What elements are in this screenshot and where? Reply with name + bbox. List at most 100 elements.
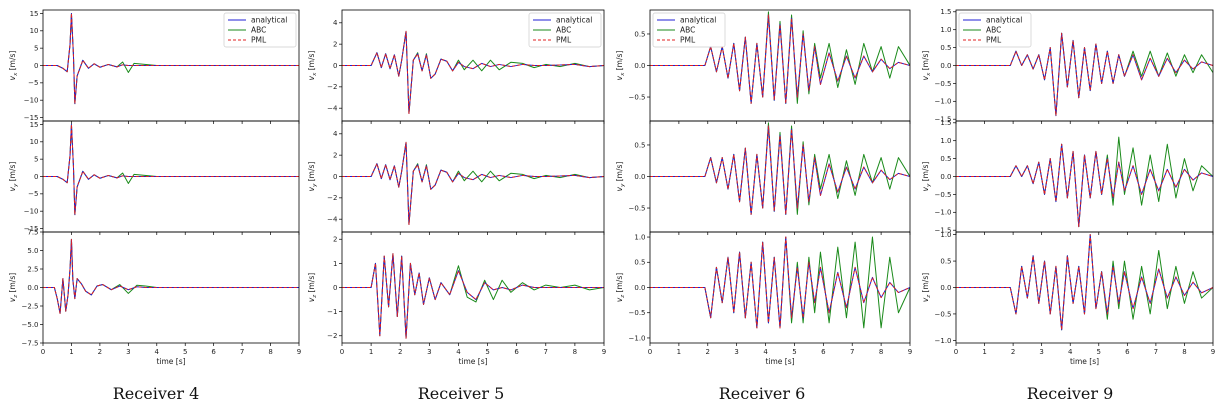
y-tick-label: −5 (28, 190, 38, 198)
series-pml (342, 253, 604, 339)
y-tick-label: −1.5 (935, 116, 952, 124)
y-tick-label: −1.0 (935, 337, 952, 345)
series-abc (43, 123, 299, 216)
legend-box (958, 12, 1032, 48)
y-axis-label: vx [m/s] (615, 51, 626, 81)
x-tick-label: 0 (954, 348, 958, 356)
x-tick-label: 8 (268, 348, 272, 356)
y-axis-label: vy [m/s] (8, 162, 19, 192)
x-tick-label: 4 (1068, 348, 1073, 356)
series-pml (43, 12, 299, 105)
y-tick-label: −4 (327, 216, 338, 224)
y-tick-label: 0.5 (940, 257, 951, 265)
legend-label-pml: PML (680, 36, 696, 45)
legend-label-analytical: analytical (986, 16, 1022, 25)
x-tick-label: 8 (879, 348, 883, 356)
legend-label-pml: PML (556, 36, 572, 45)
chart-receiver-3: −1.5 −1.0 −0.5 0.0 0.5 1.0 1.5 vx [m/s] analytic… (921, 8, 1215, 366)
x-tick-label: 7 (850, 348, 854, 356)
y-tick-label: 0.0 (634, 284, 645, 292)
x-tick-label: 9 (908, 348, 912, 356)
y-tick-label: 2 (333, 41, 337, 49)
series-pml (342, 141, 604, 226)
series-pml (956, 143, 1213, 228)
series-analytical (43, 123, 299, 216)
panel-vy: −0.5 0.0 0.5 vy [m/s] (615, 120, 911, 235)
y-tick-label: 1.5 (940, 8, 951, 16)
y-tick-label: −2 (327, 332, 337, 340)
x-tick-label: 0 (41, 348, 45, 356)
panel-vz: −1.0 −0.5 0.0 0.5 1.0 0 1 2 3 4 5 6 7 8 9 vz [m/s] (921, 231, 1215, 356)
x-tick-label: 0 (648, 348, 652, 356)
series-analytical (342, 253, 604, 339)
x-tick-label: 5 (1097, 348, 1101, 356)
x-tick-label: 3 (427, 348, 431, 356)
series-pml (956, 32, 1213, 117)
y-tick-label: −10 (24, 208, 39, 216)
x-tick-label: 3 (126, 348, 130, 356)
x-tick-label: 6 (514, 348, 519, 356)
caption-receiver-9: Receiver 9 (1026, 384, 1114, 403)
x-axis-label: time [s] (156, 357, 185, 366)
panel-vz: −2 −1 0 1 2 0 1 2 3 4 5 6 7 8 9 vz [m/s] (307, 231, 606, 356)
y-tick-label: 5 (34, 45, 38, 53)
y-tick-label: −1.0 (935, 98, 952, 106)
y-axis-label: vx [m/s] (307, 51, 318, 81)
y-tick-label: 1.0 (940, 137, 951, 145)
y-tick-label: 0.5 (634, 30, 645, 38)
x-axis-label: time [s] (458, 357, 487, 366)
x-tick-label: 3 (1039, 348, 1043, 356)
y-tick-label: −1.0 (935, 209, 952, 217)
legend-label-abc: ABC (556, 26, 571, 35)
y-tick-label: 4 (333, 19, 338, 27)
caption-receiver-5: Receiver 5 (417, 384, 505, 403)
y-tick-label: −7.5 (22, 339, 39, 347)
y-tick-label: −2 (327, 83, 337, 91)
y-axis-label: vx [m/s] (8, 51, 19, 81)
legend-box (652, 12, 726, 48)
y-tick-label: 0 (333, 62, 337, 70)
y-tick-label: −5.0 (22, 321, 39, 329)
y-tick-label: −2.5 (22, 302, 39, 310)
legend-label-abc: ABC (986, 26, 1001, 35)
y-tick-label: 5.0 (27, 247, 38, 255)
y-axis-label: vy [m/s] (307, 162, 318, 192)
x-tick-label: 2 (98, 348, 102, 356)
y-axis-label: vy [m/s] (921, 162, 932, 192)
x-tick-label: 9 (1211, 348, 1215, 356)
panel-vz: −1.0 −0.5 0.0 0.5 1.0 0 1 2 3 4 5 6 7 8 9 vz [m/s] (615, 231, 912, 356)
y-tick-label: −0.5 (935, 191, 952, 199)
y-tick-label: −0.5 (935, 80, 952, 88)
y-tick-label: 0.0 (27, 284, 38, 292)
y-tick-label: 15 (30, 10, 39, 18)
panel-vy: −15 −10 −5 0 5 10 15 vy [m/s] (8, 120, 300, 235)
x-axis-label: time [s] (1070, 357, 1099, 366)
legend-label-abc: ABC (680, 26, 695, 35)
x-tick-label: 7 (240, 348, 244, 356)
panel-vy: −4 −2 0 2 4 vy [m/s] (307, 120, 605, 235)
caption-receiver-6: Receiver 6 (718, 384, 806, 403)
y-tick-label: 0.0 (940, 173, 951, 181)
y-tick-label: 2.5 (27, 265, 38, 273)
x-tick-label: 8 (1182, 348, 1186, 356)
legend-label-pml: PML (986, 36, 1002, 45)
y-tick-label: 15 (30, 121, 39, 129)
x-tick-label: 8 (573, 348, 577, 356)
panel-vy: −1.5 −1.0 −0.5 0.0 0.5 1.0 1.5 vy [m/s] (921, 119, 1214, 235)
y-tick-label: 1 (333, 260, 337, 268)
legend-label-analytical: analytical (680, 16, 716, 25)
y-axis-label: vz [m/s] (615, 273, 626, 302)
y-axis-label: vz [m/s] (921, 273, 932, 302)
x-tick-label: 0 (340, 348, 344, 356)
x-tick-label: 6 (1125, 348, 1130, 356)
x-tick-label: 2 (706, 348, 710, 356)
x-tick-label: 1 (369, 348, 373, 356)
panel-vx: −1.5 −1.0 −0.5 0.0 0.5 1.0 1.5 vx [m/s] analytic… (921, 8, 1214, 124)
y-tick-label: −5 (28, 79, 38, 87)
